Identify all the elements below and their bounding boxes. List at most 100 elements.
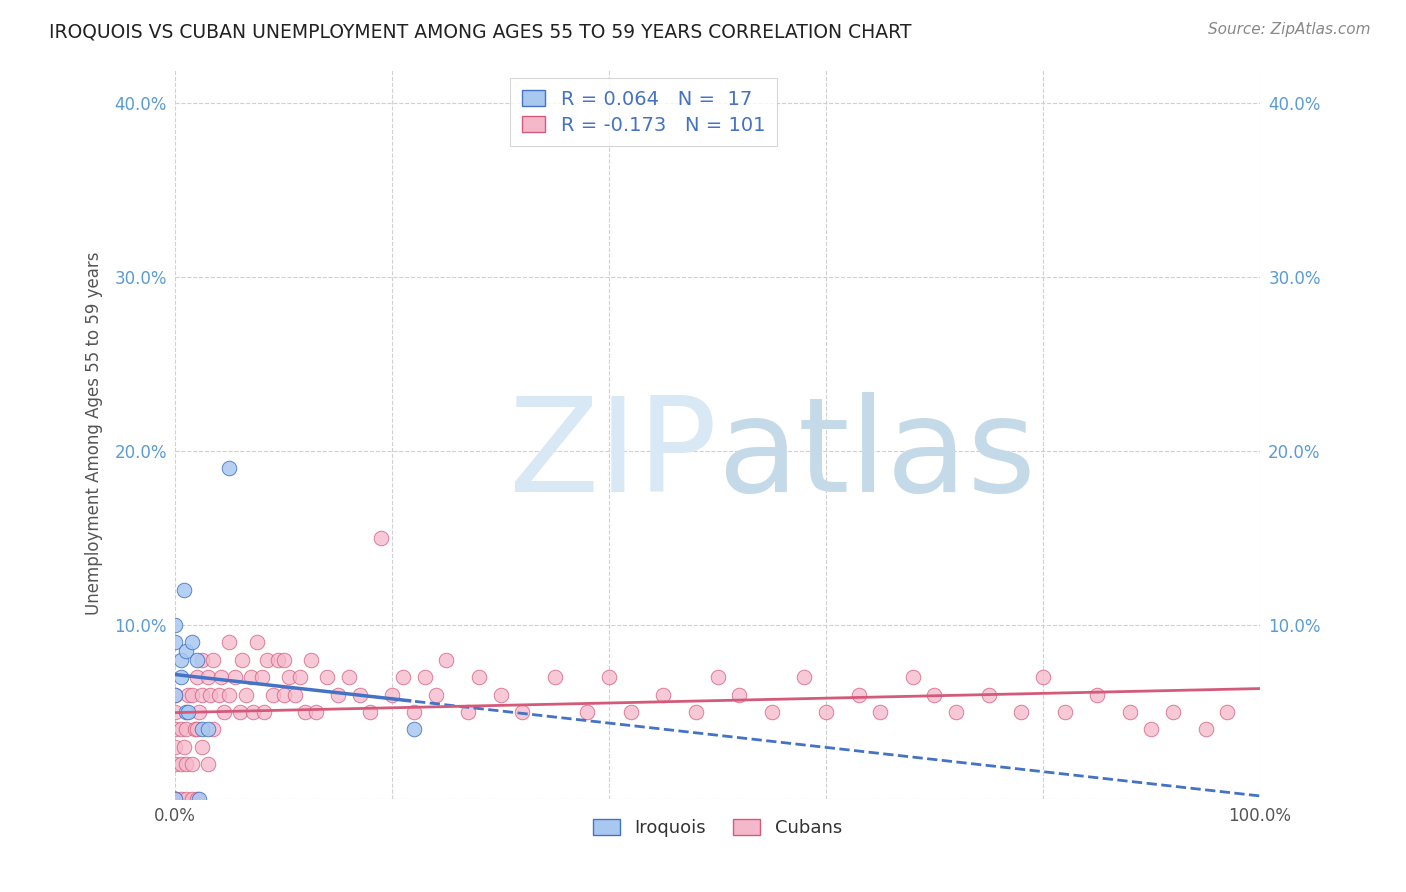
Point	[180, 792, 202, 806]
Point	[165, 723, 187, 737]
Point	[425, 688, 447, 702]
Point	[165, 792, 187, 806]
Point	[174, 644, 197, 658]
Point	[652, 688, 675, 702]
Point	[165, 792, 187, 806]
Point	[924, 688, 946, 702]
Point	[728, 688, 751, 702]
Point	[218, 688, 240, 702]
Point	[186, 670, 208, 684]
Point	[218, 635, 240, 649]
Point	[761, 705, 783, 719]
Point	[457, 705, 479, 719]
Point	[174, 792, 197, 806]
Point	[256, 653, 278, 667]
Point	[316, 670, 339, 684]
Point	[186, 653, 208, 667]
Point	[165, 705, 187, 719]
Point	[793, 670, 815, 684]
Point	[945, 705, 967, 719]
Point	[402, 705, 425, 719]
Point	[278, 670, 301, 684]
Point	[198, 688, 221, 702]
Point	[402, 723, 425, 737]
Point	[359, 705, 381, 719]
Point	[165, 618, 187, 632]
Point	[1085, 688, 1108, 702]
Point	[273, 653, 295, 667]
Point	[1118, 705, 1140, 719]
Point	[229, 705, 252, 719]
Point	[245, 635, 267, 649]
Point	[510, 705, 533, 719]
Point	[191, 653, 214, 667]
Point	[202, 723, 225, 737]
Point	[165, 739, 187, 754]
Point	[191, 739, 214, 754]
Point	[212, 705, 235, 719]
Text: Source: ZipAtlas.com: Source: ZipAtlas.com	[1208, 22, 1371, 37]
Point	[337, 670, 360, 684]
Point	[814, 705, 837, 719]
Point	[288, 670, 311, 684]
Point	[165, 688, 187, 702]
Point	[901, 670, 924, 684]
Point	[174, 757, 197, 772]
Point	[165, 792, 187, 806]
Y-axis label: Unemployment Among Ages 55 to 59 years: Unemployment Among Ages 55 to 59 years	[86, 252, 103, 615]
Point	[188, 705, 211, 719]
Point	[576, 705, 599, 719]
Point	[869, 705, 891, 719]
Point	[169, 757, 191, 772]
Point	[173, 583, 195, 598]
Text: IROQUOIS VS CUBAN UNEMPLOYMENT AMONG AGES 55 TO 59 YEARS CORRELATION CHART: IROQUOIS VS CUBAN UNEMPLOYMENT AMONG AGE…	[49, 22, 911, 41]
Point	[209, 670, 232, 684]
Point	[169, 792, 191, 806]
Point	[177, 705, 200, 719]
Point	[598, 670, 620, 684]
Point	[326, 688, 349, 702]
Point	[1216, 705, 1239, 719]
Point	[253, 705, 276, 719]
Point	[197, 757, 219, 772]
Point	[165, 635, 187, 649]
Point	[173, 739, 195, 754]
Point	[165, 757, 187, 772]
Point	[977, 688, 1000, 702]
Legend: Iroquois, Cubans: Iroquois, Cubans	[586, 812, 849, 845]
Point	[184, 723, 207, 737]
Point	[250, 670, 273, 684]
Point	[1140, 723, 1163, 737]
Point	[169, 723, 191, 737]
Point	[169, 670, 191, 684]
Point	[180, 635, 202, 649]
Point	[706, 670, 728, 684]
Point	[381, 688, 404, 702]
Point	[165, 792, 187, 806]
Point	[392, 670, 415, 684]
Point	[413, 670, 436, 684]
Point	[197, 723, 219, 737]
Point	[202, 653, 225, 667]
Point	[207, 688, 229, 702]
Point	[620, 705, 643, 719]
Point	[165, 792, 187, 806]
Point	[685, 705, 707, 719]
Point	[299, 653, 322, 667]
Point	[186, 792, 208, 806]
Text: atlas: atlas	[717, 392, 1036, 519]
Point	[468, 670, 491, 684]
Point	[231, 653, 253, 667]
Point	[1194, 723, 1216, 737]
Point	[294, 705, 316, 719]
Point	[186, 723, 208, 737]
Point	[544, 670, 567, 684]
Point	[242, 705, 264, 719]
Point	[305, 705, 328, 719]
Point	[262, 688, 284, 702]
Point	[165, 792, 187, 806]
Point	[174, 723, 197, 737]
Point	[188, 792, 211, 806]
Point	[180, 757, 202, 772]
Point	[224, 670, 246, 684]
